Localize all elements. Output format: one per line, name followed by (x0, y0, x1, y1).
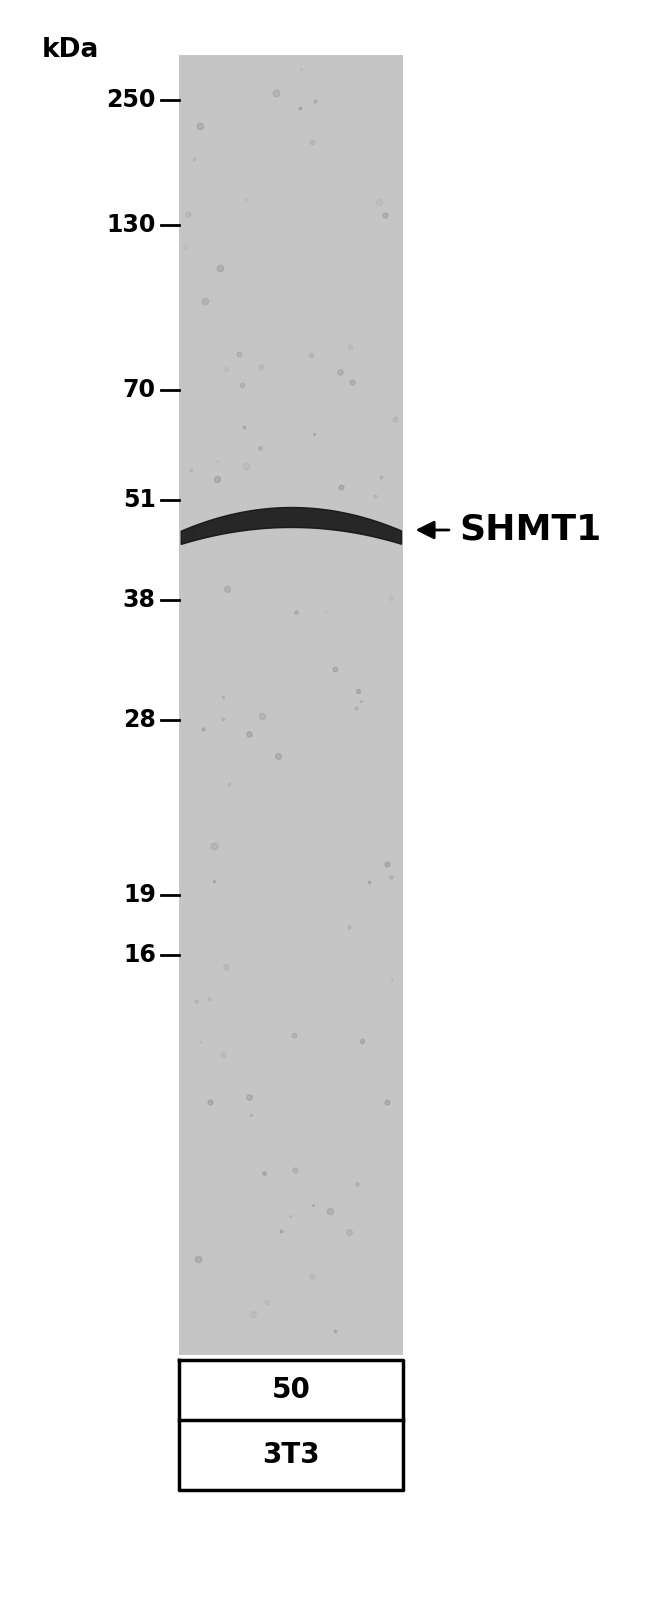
Text: 51: 51 (123, 489, 156, 511)
Text: 70: 70 (123, 377, 156, 402)
Text: 16: 16 (123, 944, 156, 968)
Text: 28: 28 (123, 708, 156, 732)
Text: kDa: kDa (42, 37, 99, 63)
Text: 38: 38 (123, 589, 156, 611)
Text: 130: 130 (107, 213, 156, 237)
Text: SHMT1: SHMT1 (460, 513, 602, 547)
Bar (179, 55, 403, 1355)
Text: 19: 19 (123, 882, 156, 907)
Text: 3T3: 3T3 (262, 1440, 320, 1469)
Text: 50: 50 (272, 1376, 310, 1403)
Text: 250: 250 (107, 89, 156, 111)
